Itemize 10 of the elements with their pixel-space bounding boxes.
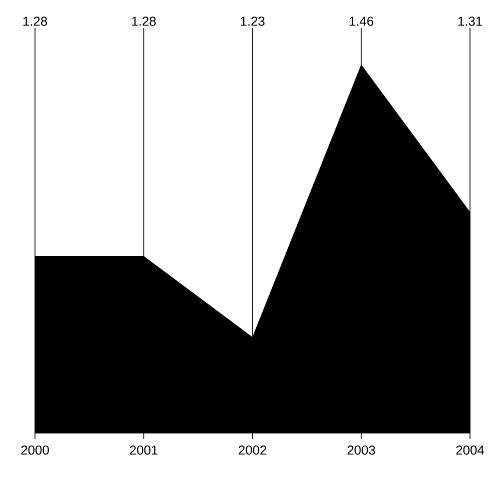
text: 1.46 <box>350 16 374 26</box>
text: 1.28 <box>23 16 48 26</box>
x-tick-label: 2001 <box>130 446 158 455</box>
text: 1.31 <box>458 16 482 26</box>
x-tick-label: 2002 <box>238 446 266 455</box>
x-tick-label: 2003 <box>348 446 376 455</box>
x-tick-label: 2000 <box>21 446 49 455</box>
x-tick-label: 2004 <box>456 446 484 455</box>
text: 1.23 <box>240 16 265 26</box>
text: 1.28 <box>132 16 156 26</box>
